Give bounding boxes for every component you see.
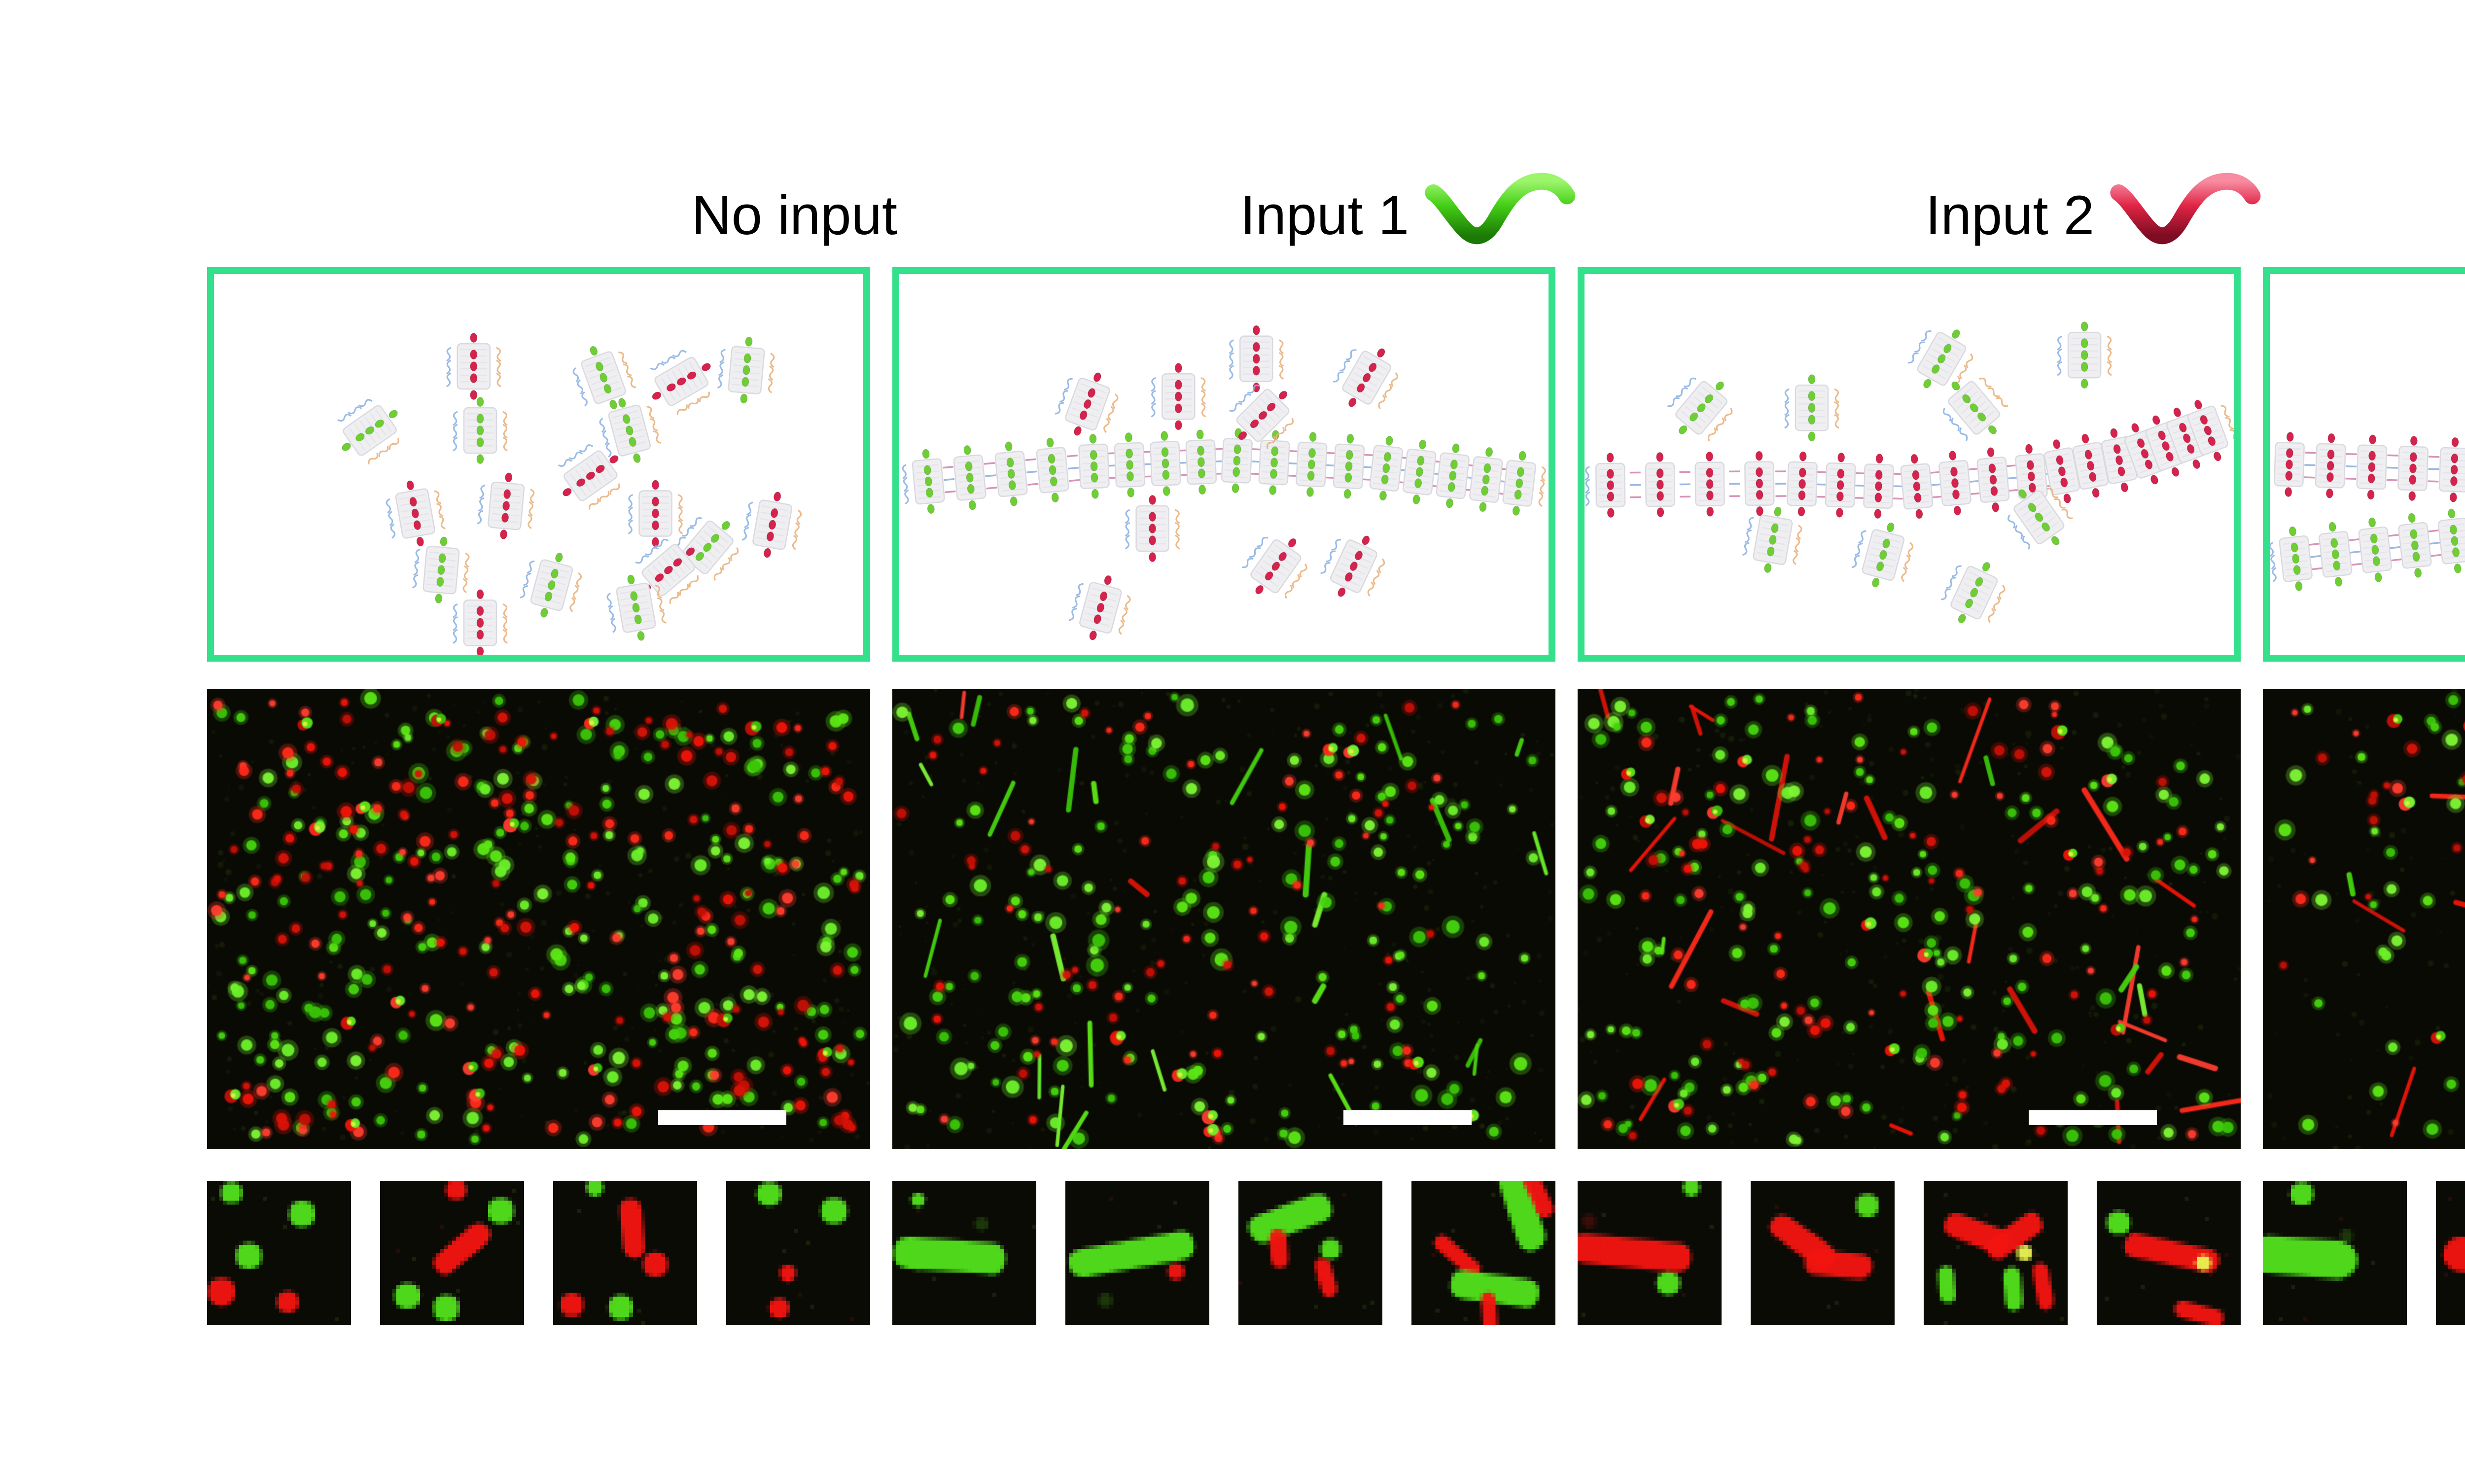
crop-image: [2436, 1181, 2465, 1325]
input1-label: Input 1: [1240, 184, 1409, 246]
schematic-drawing: [1585, 321, 2234, 624]
crop-3: [553, 1181, 697, 1325]
red-worm-icon: [2105, 170, 2268, 261]
crop-image: [553, 1181, 697, 1325]
scale-bar: [1343, 1110, 1472, 1125]
microscopy-panel-input1: [892, 689, 1555, 1149]
schematic-drawing: [902, 325, 1547, 640]
schematic-box-input1: [892, 267, 1555, 662]
green-worm-icon: [1420, 170, 1583, 261]
crop-10: [1751, 1181, 1895, 1325]
microscopy-image: [892, 689, 1555, 1149]
crop-image: [2097, 1181, 2241, 1325]
crop-1: [207, 1181, 351, 1325]
schematic-box-both-inputs: [2263, 267, 2465, 662]
crop-image: [726, 1181, 870, 1325]
crop-11: [1924, 1181, 2068, 1325]
crop-image: [207, 1181, 351, 1325]
crop-image: [892, 1181, 1036, 1325]
crop-image: [1578, 1181, 1722, 1325]
schematic-box-no-input: [207, 267, 870, 662]
schematic-drawing: [2270, 432, 2465, 591]
crop-image: [1751, 1181, 1895, 1325]
microscopy-image: [1578, 689, 2241, 1149]
microscopy-panel-no-input: [207, 689, 870, 1149]
crop-9: [1578, 1181, 1722, 1325]
microscopy-panel-both-inputs: 2 μm: [2263, 689, 2465, 1149]
crop-8: [1411, 1181, 1555, 1325]
scale-bar: [2029, 1110, 2157, 1125]
crop-7: [1238, 1181, 1382, 1325]
crop-14: [2436, 1181, 2465, 1325]
crop-image: [1065, 1181, 1209, 1325]
crop-4: [726, 1181, 870, 1325]
microscopy-image: [207, 689, 870, 1149]
crop-2: [380, 1181, 524, 1325]
schematic-box-input2: [1578, 267, 2241, 662]
crop-image: [2263, 1181, 2407, 1325]
no-input-label: No input: [691, 184, 897, 246]
crop-image: [380, 1181, 524, 1325]
crop-5: [892, 1181, 1036, 1325]
column-label-no-input: No input: [692, 174, 897, 257]
crop-6: [1065, 1181, 1209, 1325]
microscopy-panel-input2: [1578, 689, 2241, 1149]
input2-label: Input 2: [1925, 184, 2094, 246]
crop-image: [1924, 1181, 2068, 1325]
crop-image: [1411, 1181, 1555, 1325]
crop-13: [2263, 1181, 2407, 1325]
scale-bar: [658, 1110, 786, 1125]
crop-image: [1238, 1181, 1382, 1325]
microscopy-image: [2263, 689, 2465, 1149]
column-label-input1: Input 1: [1240, 173, 1583, 257]
crop-12: [2097, 1181, 2241, 1325]
schematic-drawing: [337, 333, 802, 655]
column-label-input2: Input 2: [1925, 173, 2268, 257]
